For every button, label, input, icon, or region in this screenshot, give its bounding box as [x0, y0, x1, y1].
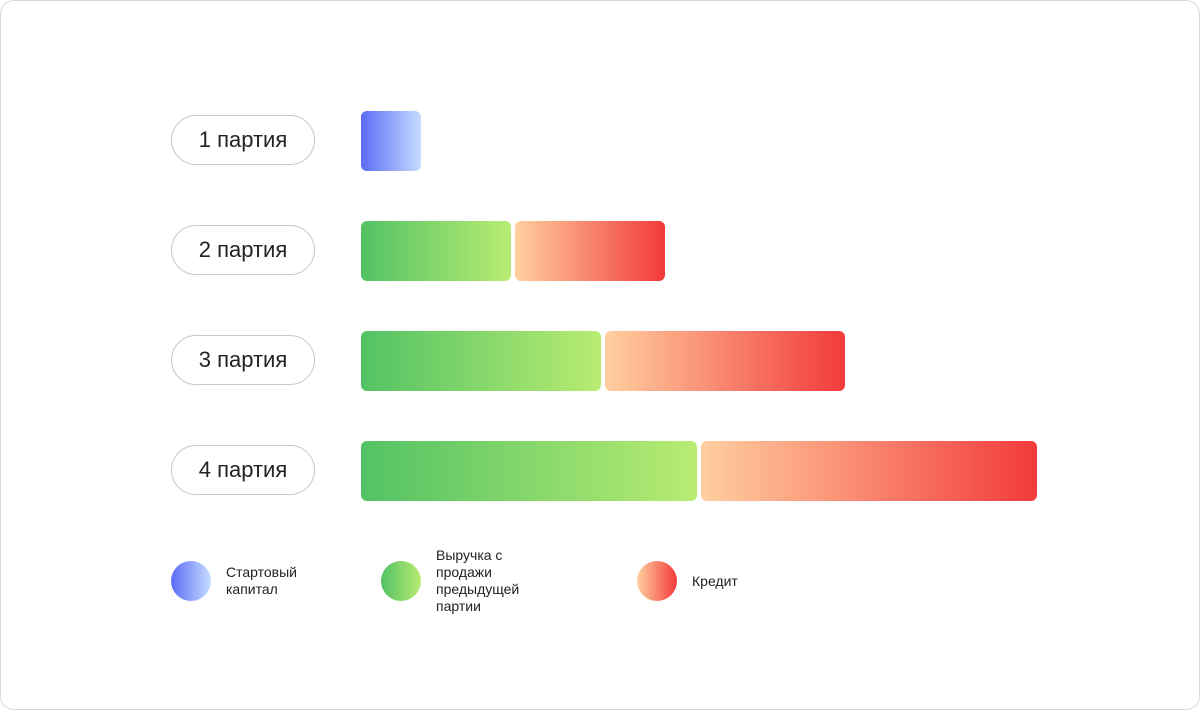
category-label: 3 партия: [171, 335, 315, 385]
legend-swatch: [171, 561, 211, 601]
bar-segment-credit: [515, 221, 665, 281]
category-label: 4 партия: [171, 445, 315, 495]
legend-label: Кредит: [692, 572, 738, 589]
bar-segment-revenue: [361, 221, 511, 281]
legend-item-revenue: Выручка с продажи предыдущей партии: [381, 547, 519, 614]
category-label: 1 партия: [171, 115, 315, 165]
bar-segment-credit: [701, 441, 1037, 501]
legend-label: Выручка с продажи предыдущей партии: [436, 547, 520, 614]
bar-segment-revenue: [361, 441, 697, 501]
legend-item-credit: Кредит: [637, 561, 738, 601]
bar-segment-revenue: [361, 331, 601, 391]
category-label: 2 партия: [171, 225, 315, 275]
legend-item-start: Стартовый капитал: [171, 561, 297, 601]
bar-segment-start: [361, 111, 421, 171]
legend-swatch: [637, 561, 677, 601]
bar-segment-credit: [605, 331, 845, 391]
legend-swatch: [381, 561, 421, 601]
legend-label: Стартовый капитал: [226, 564, 297, 597]
